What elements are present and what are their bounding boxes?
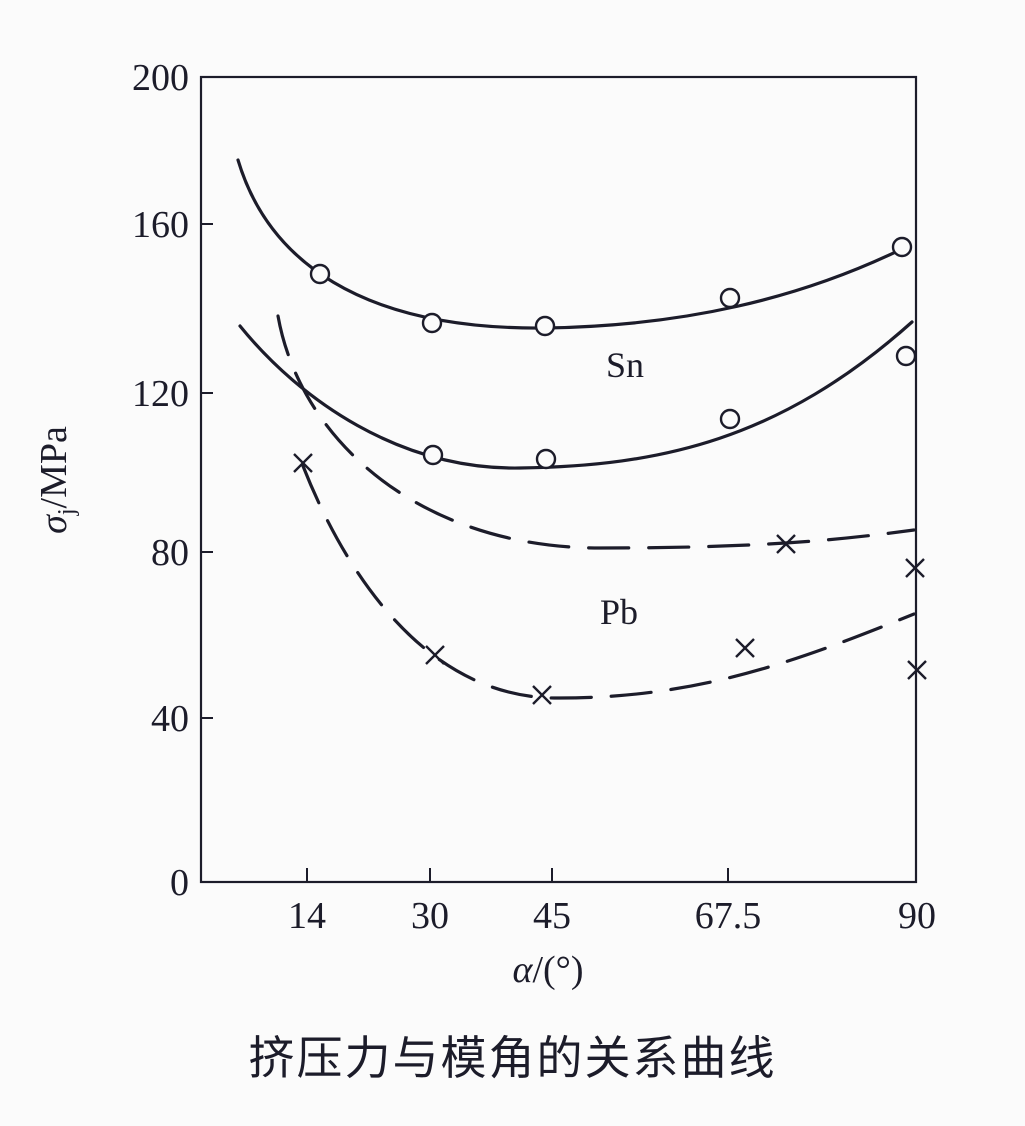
x-axis-ticks: 14 30 45 67.5 90	[288, 868, 936, 937]
circle-marker-icon	[719, 408, 741, 430]
y-tick-label: 120	[132, 373, 189, 415]
solid-curve-sn	[238, 320, 914, 470]
cross-marker-icon	[425, 645, 445, 665]
y-axis-title: σj/MPa	[33, 426, 80, 534]
y-tick-label: 80	[151, 532, 189, 574]
x-axis-symbol: α	[512, 949, 533, 991]
x-tick-label: 45	[533, 895, 571, 937]
y-tick-label: 0	[170, 862, 189, 904]
plot-border	[199, 75, 918, 884]
data-curves	[236, 158, 916, 700]
series-label-sn: Sn	[606, 345, 644, 385]
cross-marker-icon	[735, 638, 755, 658]
x-axis-title: α/(°)	[512, 949, 583, 991]
cross-marker-icon	[776, 534, 796, 554]
dashed-curve-pb	[301, 464, 916, 700]
y-axis-symbol: σ	[33, 514, 75, 534]
data-markers	[293, 236, 927, 705]
series-label-pb: Pb	[600, 592, 638, 632]
y-axis-ticks: 200 160 120 80 40 0	[132, 57, 213, 904]
y-tick-label: 160	[132, 204, 189, 246]
circle-marker-icon	[535, 448, 557, 470]
plot-frame	[199, 75, 918, 884]
x-axis-unit: /(°)	[532, 949, 583, 991]
cross-marker-icon	[293, 453, 313, 473]
y-axis-unit: /MPa	[33, 426, 75, 508]
circle-marker-icon	[895, 345, 917, 367]
dashed-curve-pb	[276, 314, 916, 550]
circle-marker-icon	[422, 444, 444, 466]
circle-marker-icon	[421, 312, 443, 334]
cross-marker-icon	[907, 660, 927, 680]
x-tick-label: 90	[898, 895, 936, 937]
circle-marker-icon	[309, 263, 331, 285]
cross-marker-icon	[905, 558, 925, 578]
circle-marker-icon	[534, 315, 556, 337]
x-tick-label: 14	[288, 895, 326, 937]
y-axis-subscript: j	[54, 508, 80, 516]
figure-caption: 挤压力与模角的关系曲线	[248, 1031, 777, 1085]
cross-marker-icon	[532, 685, 552, 705]
x-tick-label: 67.5	[695, 895, 762, 937]
x-tick-label: 30	[411, 895, 449, 937]
circle-marker-icon	[891, 236, 913, 258]
y-tick-label: 200	[132, 57, 189, 99]
y-tick-label: 40	[151, 698, 189, 740]
series-labels: Sn Pb	[600, 345, 644, 632]
solid-curve-sn	[236, 158, 912, 330]
circle-marker-icon	[719, 287, 741, 309]
